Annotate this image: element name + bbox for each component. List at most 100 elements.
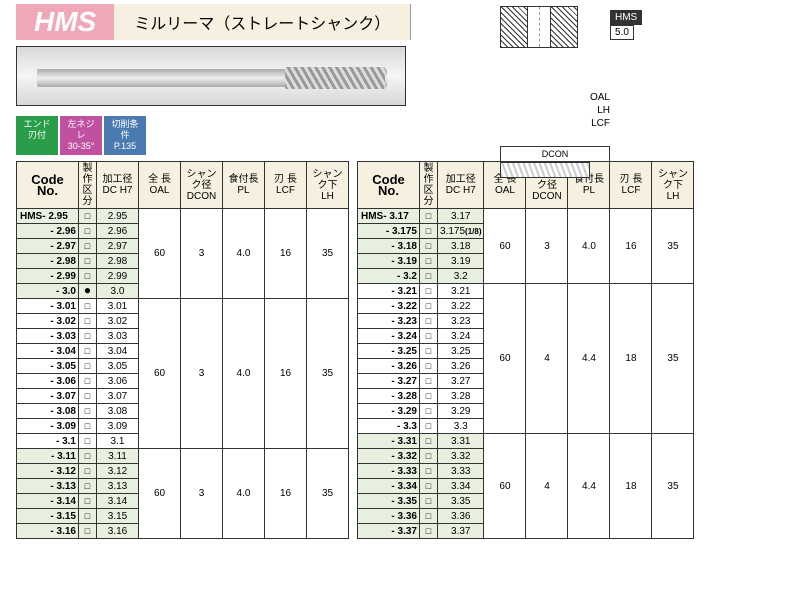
badge-end-cut: エンド刃付 — [16, 116, 58, 155]
code-cell: - 3.1 — [17, 434, 79, 449]
check-cell: □ — [420, 269, 438, 284]
product-image — [16, 46, 406, 106]
check-cell: □ — [420, 284, 438, 299]
code-cell: - 3.21 — [358, 284, 420, 299]
check-cell: □ — [79, 254, 97, 269]
dc-cell: 3.04 — [97, 344, 139, 359]
dc-cell: 3.03 — [97, 329, 139, 344]
code-cell: - 2.99 — [17, 269, 79, 284]
dc-cell: 3.26 — [438, 359, 484, 374]
dc-cell: 3.36 — [438, 509, 484, 524]
column-header: 食付長PL — [223, 162, 265, 209]
check-cell: □ — [79, 239, 97, 254]
code-cell: - 3.08 — [17, 404, 79, 419]
check-cell: □ — [79, 329, 97, 344]
code-cell: - 3.27 — [358, 374, 420, 389]
check-cell: □ — [420, 209, 438, 224]
dc-cell: 3.27 — [438, 374, 484, 389]
oal-cell: 60 — [484, 284, 526, 434]
code-cell: - 3.12 — [17, 464, 79, 479]
dc-cell: 3.17 — [438, 209, 484, 224]
check-cell: □ — [420, 224, 438, 239]
dc-cell: 3.13 — [97, 479, 139, 494]
dc-cell: 3.33 — [438, 464, 484, 479]
code-cell: - 3.0 — [17, 284, 79, 299]
dc-cell: 3.25 — [438, 344, 484, 359]
code-cell: - 3.18 — [358, 239, 420, 254]
column-header: 加工径DC H7 — [438, 162, 484, 209]
column-header: 刃 長LCF — [610, 162, 652, 209]
spec-table-left: Code No.製作区分加工径DC H7全 長OALシャンク径DCON食付長PL… — [16, 161, 349, 539]
code-cell: - 3.25 — [358, 344, 420, 359]
table-row: HMS- 3.17□3.176034.01635 — [358, 209, 694, 224]
check-cell: □ — [420, 479, 438, 494]
dcon-cell: 3 — [181, 449, 223, 539]
table-row: - 3.21□3.216044.41835 — [358, 284, 694, 299]
check-cell: □ — [79, 434, 97, 449]
check-cell: □ — [79, 359, 97, 374]
lcf-cell: 18 — [610, 434, 652, 539]
code-cell: - 2.98 — [17, 254, 79, 269]
dc-cell: 3.16 — [97, 524, 139, 539]
column-header: 加工径DC H7 — [97, 162, 139, 209]
code-cell: - 3.19 — [358, 254, 420, 269]
check-cell: □ — [420, 509, 438, 524]
check-cell: □ — [79, 419, 97, 434]
code-cell: - 3.05 — [17, 359, 79, 374]
dcon-cell: 3 — [181, 209, 223, 299]
check-cell: □ — [420, 464, 438, 479]
pl-cell: 4.0 — [223, 449, 265, 539]
column-header: シャンク下LH — [652, 162, 694, 209]
check-cell: □ — [79, 209, 97, 224]
dc-cell: 3.22 — [438, 299, 484, 314]
dc-cell: 3.32 — [438, 449, 484, 464]
spec-label: HMS5.0 — [610, 10, 643, 40]
check-cell: □ — [79, 344, 97, 359]
column-header: Code No. — [17, 162, 79, 209]
product-title: ミルリーマ（ストレートシャンク） — [114, 4, 411, 40]
dc-cell: 3.11 — [97, 449, 139, 464]
code-cell: - 2.97 — [17, 239, 79, 254]
check-cell: □ — [79, 299, 97, 314]
dc-cell: 3.23 — [438, 314, 484, 329]
check-cell: □ — [79, 269, 97, 284]
pl-cell: 4.4 — [568, 284, 610, 434]
code-cell: HMS- 3.17 — [358, 209, 420, 224]
check-cell: □ — [420, 494, 438, 509]
dc-cell: 3.05 — [97, 359, 139, 374]
dc-cell: 3.37 — [438, 524, 484, 539]
pl-cell: 4.0 — [223, 299, 265, 449]
code-cell: - 3.34 — [358, 479, 420, 494]
side-view: DCON — [500, 146, 610, 178]
flute-graphic — [500, 162, 590, 178]
column-header: シャンク径DCON — [181, 162, 223, 209]
dc-cell: 3.175(1/8) — [438, 224, 484, 239]
table-row: - 3.11□3.116034.01635 — [17, 449, 349, 464]
code-cell: - 3.09 — [17, 419, 79, 434]
tool-flute-graphic — [285, 67, 385, 89]
oal-cell: 60 — [139, 449, 181, 539]
check-cell: □ — [79, 389, 97, 404]
table-row: HMS- 2.95□2.956034.01635 — [17, 209, 349, 224]
table-row: - 3.31□3.316044.41835 — [358, 434, 694, 449]
check-cell: □ — [79, 314, 97, 329]
check-cell: □ — [420, 239, 438, 254]
pl-cell: 4.4 — [568, 434, 610, 539]
code-cell: - 3.3 — [358, 419, 420, 434]
check-cell: □ — [420, 359, 438, 374]
oal-cell: 60 — [484, 434, 526, 539]
spec-tables: Code No.製作区分加工径DC H7全 長OALシャンク径DCON食付長PL… — [16, 161, 800, 539]
check-cell: □ — [79, 479, 97, 494]
check-cell: □ — [79, 404, 97, 419]
code-cell: - 2.96 — [17, 224, 79, 239]
code-cell: - 3.31 — [358, 434, 420, 449]
bore-gap — [528, 6, 550, 48]
check-cell: □ — [420, 374, 438, 389]
check-cell: □ — [420, 299, 438, 314]
check-cell: □ — [420, 314, 438, 329]
dc-cell: 3.0 — [97, 284, 139, 299]
code-cell: - 3.2 — [358, 269, 420, 284]
code-cell: - 3.24 — [358, 329, 420, 344]
lh-cell: 35 — [652, 434, 694, 539]
spec-table-right: Code No.製作区分加工径DC H7全 長OALシャンク径DCON食付長PL… — [357, 161, 694, 539]
